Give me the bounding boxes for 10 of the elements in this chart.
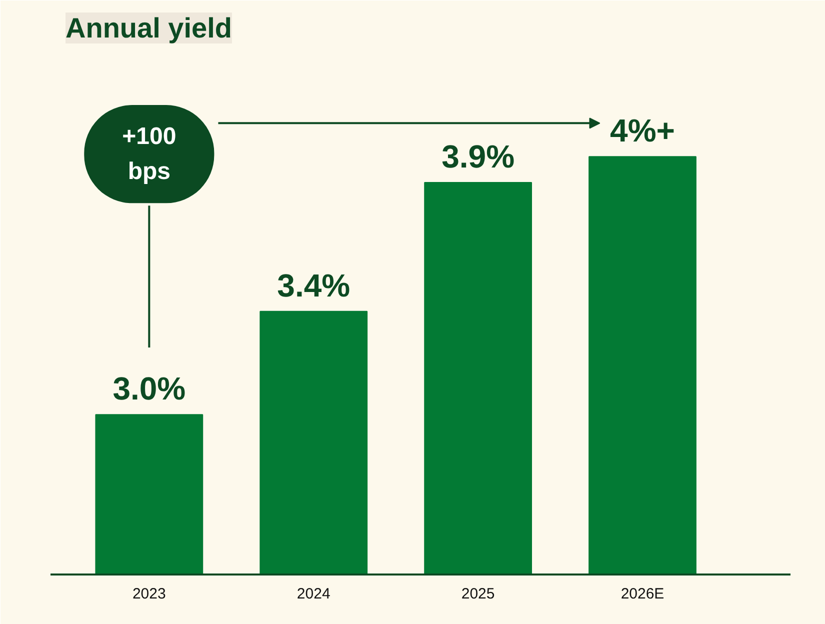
annotation: +100 bps <box>122 123 176 186</box>
data-label: 4%+ <box>610 112 675 149</box>
x-tick-label: 2025 <box>461 586 495 602</box>
data-label: 3.4% <box>277 267 350 304</box>
data-label: 3.9% <box>442 138 515 174</box>
x-tick-label: 2024 <box>296 586 330 602</box>
x-tick-label: 2026E <box>620 586 664 602</box>
chart-title: Annual yield <box>66 12 232 44</box>
x-tick-label: 2023 <box>132 586 166 602</box>
data-label: 3.0% <box>112 370 186 407</box>
